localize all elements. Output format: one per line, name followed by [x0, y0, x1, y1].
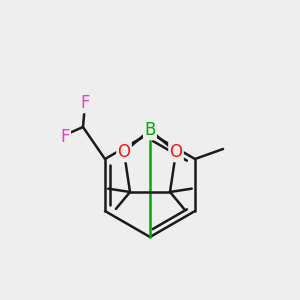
Text: O: O	[169, 143, 182, 161]
Text: B: B	[144, 121, 156, 139]
Text: F: F	[80, 94, 90, 112]
Text: O: O	[118, 143, 130, 161]
Text: F: F	[60, 128, 70, 146]
